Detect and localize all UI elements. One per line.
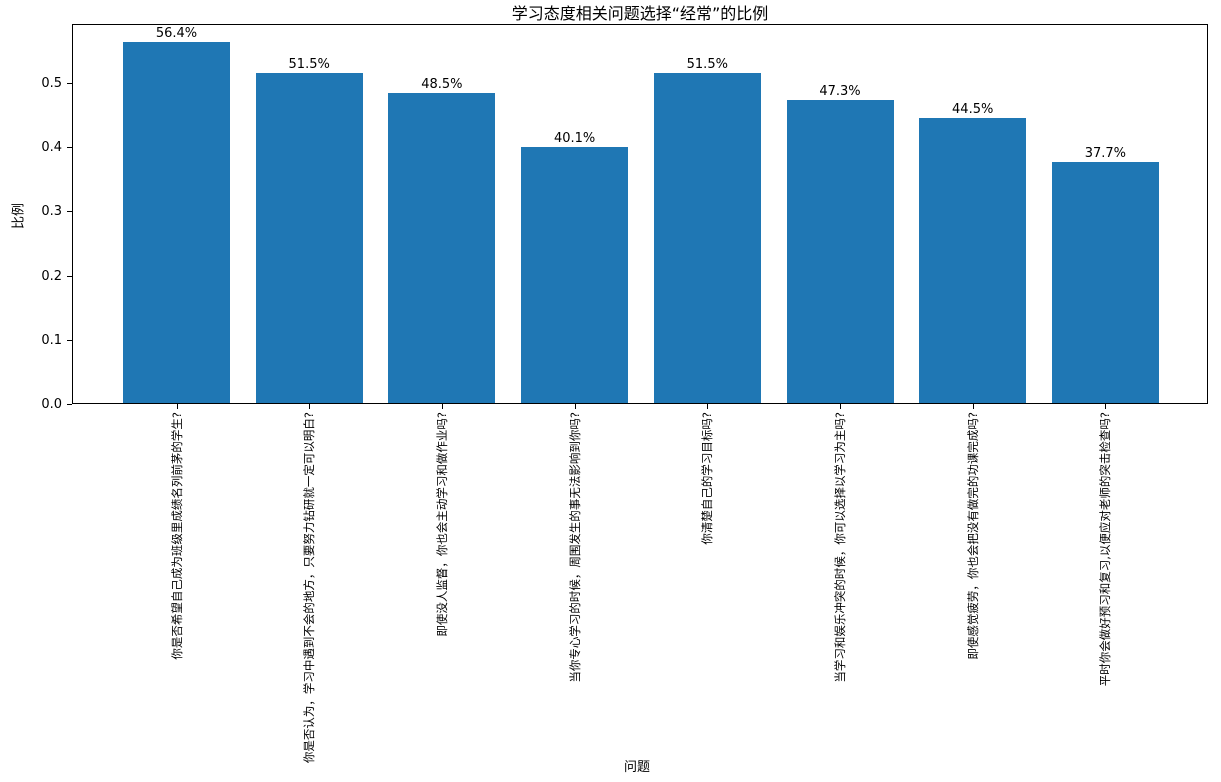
bar: [255, 73, 363, 404]
chart-title: 学习态度相关问题选择“经常”的比例: [511, 4, 769, 23]
x-tick: [176, 404, 178, 409]
bar: [123, 41, 230, 404]
bar-value-label: 44.5%: [952, 102, 994, 118]
y-tick: [67, 147, 72, 149]
x-tick-label: 你是否认为，学习中遇到不会的地方，只要努力钻研就一定可以明白?: [302, 412, 317, 764]
x-tick-label: 你清楚自己的学习目标吗?: [700, 412, 715, 545]
bar-value-label: 37.7%: [1084, 146, 1127, 161]
y-tick: [67, 211, 72, 213]
x-tick: [574, 404, 576, 409]
bar-value-label: 40.1%: [553, 130, 596, 146]
x-tick-label: 你是否希望自己成为班级里成绩名列前茅的学生?: [169, 412, 184, 660]
x-tick: [441, 404, 443, 409]
x-tick: [707, 404, 709, 409]
bar-value-label: 56.4%: [155, 25, 198, 41]
bar-value-label: 48.5%: [421, 76, 463, 92]
x-tick-label: 即使没人监督，你也会主动学习和做作业吗?: [434, 412, 449, 637]
y-axis-label: 比例: [11, 202, 27, 230]
bar: [786, 100, 894, 404]
y-tick: [67, 404, 72, 405]
bar: [919, 118, 1027, 404]
y-tick-label: 0.4: [41, 140, 62, 156]
x-tick: [972, 404, 974, 409]
y-tick: [67, 83, 72, 85]
x-tick-label: 即使感觉疲劳，你也会把没有做完的功课完成吗?: [965, 412, 980, 660]
y-tick-label: 0.1: [41, 332, 62, 348]
plot-area: [72, 24, 1208, 404]
x-tick: [309, 404, 311, 409]
x-tick-label: 平时你会做好预习和复习,以便应对老师的突击检查吗?: [1098, 412, 1113, 687]
bar: [388, 92, 496, 404]
y-tick: [67, 339, 72, 341]
y-tick-label: 0.3: [41, 204, 62, 220]
y-tick-label: 0.5: [41, 76, 62, 92]
bar-value-label: 47.3%: [819, 84, 861, 100]
y-tick-label: 0.2: [41, 268, 62, 284]
bar: [521, 146, 629, 404]
bar-value-label: 51.5%: [686, 57, 728, 73]
x-tick-label: 当学习和娱乐冲突的时候，你可以选择以学习为主吗?: [833, 412, 847, 683]
bar: [1051, 162, 1159, 404]
x-tick: [1105, 404, 1107, 409]
y-tick-label: 0.0: [41, 397, 62, 412]
x-tick-label: 当你专心学习的时候，周围发生的事无法影响到你吗?: [567, 412, 582, 683]
y-tick: [67, 275, 72, 277]
x-tick: [840, 404, 841, 409]
bar-value-label: 51.5%: [288, 57, 330, 73]
bar: [653, 73, 761, 404]
x-axis-label: 问题: [623, 760, 651, 775]
